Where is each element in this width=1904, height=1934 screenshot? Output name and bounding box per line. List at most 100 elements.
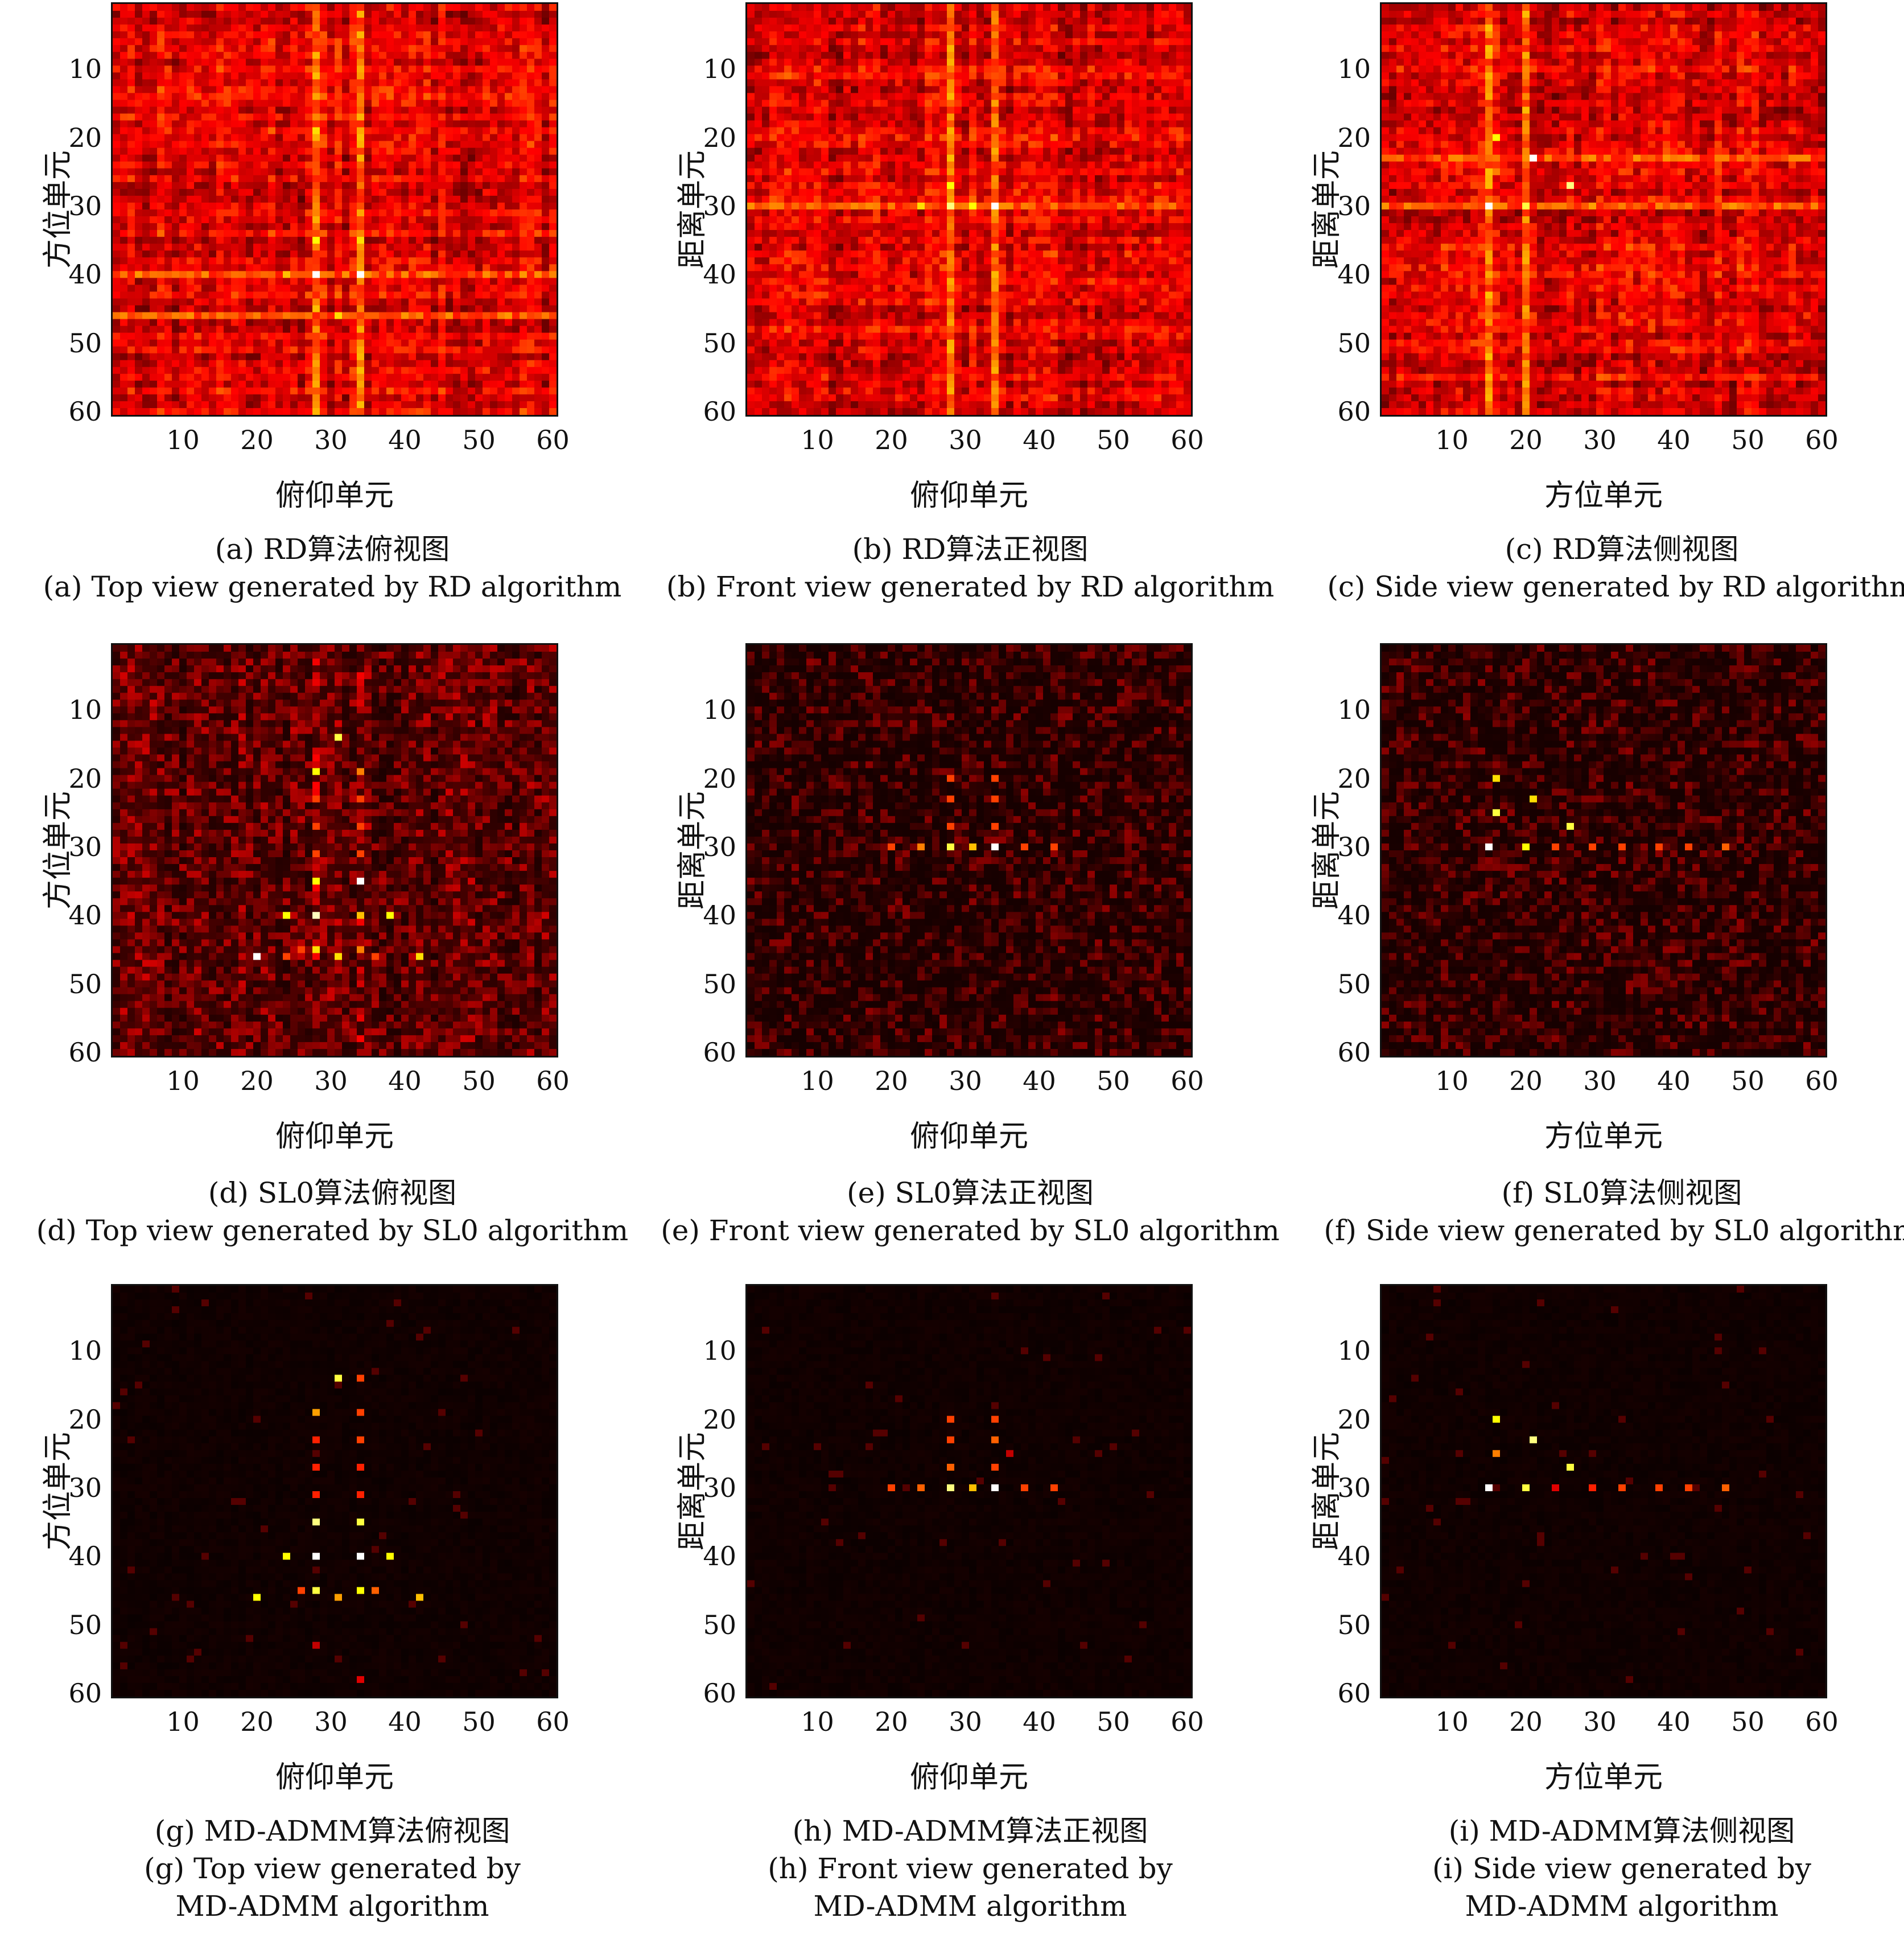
heatmap-peak-e-34-27: [991, 822, 999, 830]
caption-chinese: (d) SL0算法俯视图: [19, 1174, 645, 1212]
heatmap-peak-b-24-30: [917, 202, 925, 210]
caption-chinese: (e) SL0算法正视图: [657, 1174, 1283, 1212]
heatmap-peak-g-24-40: [283, 1553, 291, 1560]
y-tick-label: 60: [1320, 1680, 1371, 1706]
x-tick-label: 30: [937, 427, 994, 453]
y-tick-label: 10: [685, 1338, 736, 1364]
caption-chinese: (a) RD算法俯视图: [19, 530, 645, 568]
y-tick-label: 30: [685, 1475, 736, 1501]
heatmap-svg-b: [747, 4, 1191, 415]
heatmap-peak-h-31-30: [969, 1484, 977, 1492]
heatmap-peak-g-34-19: [357, 1409, 365, 1417]
heatmap-peak-g-34-14: [357, 1375, 365, 1382]
heatmap-peak-e-34-20: [991, 775, 999, 783]
heatmap-peak-h-34-23: [991, 1436, 999, 1444]
heatmap-peak-c-42-30: [1685, 202, 1693, 210]
x-tick-label: 50: [451, 427, 508, 453]
panel-caption-i: (i) MD-ADMM算法侧视图 (i) Side view generated …: [1309, 1812, 1904, 1925]
heatmap-peak-e-20-30: [888, 843, 896, 851]
y-tick-label: 40: [685, 1543, 736, 1569]
heatmap-peak-f-26-27: [1567, 822, 1575, 830]
x-axis-label: 俯仰单元: [745, 1112, 1193, 1155]
heatmap-peak-i-33-30: [1618, 1484, 1626, 1492]
x-tick-label: 10: [1424, 1068, 1481, 1094]
heatmap-peak-d-34-45: [357, 946, 365, 954]
x-tick-label: 30: [303, 1709, 360, 1735]
x-tick-label: 20: [229, 427, 286, 453]
x-axis-label: 方位单元: [1380, 1112, 1827, 1155]
panel-caption-a: (a) RD算法俯视图 (a) Top view generated by RD …: [19, 530, 645, 606]
y-axis-label: 距离单元: [1303, 765, 1344, 936]
heatmap-peak-g-28-45: [312, 1587, 320, 1595]
x-tick-label: 60: [1159, 427, 1216, 453]
heatmap-peak-c-15-30: [1485, 202, 1493, 210]
heatmap-peak-i-21-23: [1530, 1436, 1538, 1444]
y-tick-label: 30: [1320, 1475, 1371, 1501]
heatmap-peak-a-34-19: [357, 127, 365, 135]
heatmap-peak-b-34-20: [991, 134, 999, 142]
heatmap-peak-d-28-27: [312, 822, 320, 830]
y-axis-label: 方位单元: [34, 124, 75, 295]
heatmap-peak-d-31-46: [335, 953, 343, 961]
heatmap-peak-f-15-30: [1485, 843, 1493, 851]
heatmap-peak-f-20-30: [1522, 843, 1530, 851]
caption-chinese: (f) SL0算法侧视图: [1309, 1174, 1904, 1212]
y-tick-label: 10: [685, 697, 736, 723]
heatmap-peak-g-34-23: [357, 1436, 365, 1444]
y-tick-label: 40: [685, 902, 736, 928]
heatmap-peak-c-16-20: [1493, 134, 1501, 142]
x-tick-label: 50: [1085, 427, 1142, 453]
heatmap-svg-e: [747, 645, 1191, 1056]
heatmap-svg-d: [113, 645, 557, 1056]
y-tick-label: 50: [685, 1612, 736, 1638]
heatmap-plot-i: [1380, 1284, 1827, 1698]
heatmap-peak-h-36-25: [1006, 1450, 1014, 1458]
heatmap-peak-d-28-19: [312, 768, 320, 776]
heatmap-peak-f-33-30: [1618, 843, 1626, 851]
heatmap-peak-i-26-27: [1567, 1463, 1575, 1471]
x-tick-label: 60: [1159, 1068, 1216, 1094]
heatmap-peak-g-20-46: [253, 1594, 261, 1602]
heatmap-peak-g-28-19: [312, 1409, 320, 1417]
x-tick-label: 20: [1498, 1709, 1555, 1735]
heatmap-peak-g-34-31: [357, 1491, 365, 1499]
y-axis-label: 距离单元: [668, 1406, 710, 1577]
heatmap-peak-g-31-46: [335, 1594, 343, 1602]
y-axis-label: 距离单元: [668, 124, 710, 295]
y-tick-label: 50: [1320, 1612, 1371, 1638]
heatmap-peak-h-34-27: [991, 1463, 999, 1471]
heatmap-peak-g-31-14: [335, 1375, 343, 1382]
panel-caption-f: (f) SL0算法侧视图 (f) Side view generated by S…: [1309, 1174, 1904, 1249]
heatmap-peak-d-34-58: [357, 1035, 365, 1043]
heatmap-peak-h-38-30: [1021, 1484, 1029, 1492]
heatmap-peak-f-42-30: [1685, 843, 1693, 851]
x-tick-label: 40: [1011, 427, 1068, 453]
x-tick-label: 50: [1085, 1709, 1142, 1735]
heatmap-peak-h-20-30: [888, 1484, 896, 1492]
heatmap-peak-d-42-46: [416, 953, 424, 961]
x-tick-label: 30: [937, 1068, 994, 1094]
x-tick-label: 20: [1498, 1068, 1555, 1094]
heatmap-peak-g-36-45: [372, 1587, 380, 1595]
x-tick-label: 60: [525, 427, 582, 453]
heatmap-peak-c-24-30: [1552, 202, 1560, 210]
x-tick-label: 10: [1424, 1709, 1481, 1735]
heatmap-peak-f-16-20: [1493, 775, 1501, 783]
y-tick-label: 20: [1320, 125, 1371, 151]
heatmap-peak-a-34-14: [357, 93, 365, 101]
y-tick-label: 20: [685, 766, 736, 792]
heatmap-plot-f: [1380, 643, 1827, 1057]
panel-caption-b: (b) RD算法正视图 (b) Front view generated by R…: [657, 530, 1283, 606]
heatmap-peak-c-38-30: [1655, 202, 1663, 210]
heatmap-peak-c-29-30: [1589, 202, 1597, 210]
y-tick-label: 60: [685, 1680, 736, 1706]
x-tick-label: 40: [1011, 1068, 1068, 1094]
heatmap-peak-e-28-27: [947, 822, 955, 830]
x-tick-label: 50: [451, 1709, 508, 1735]
heatmap-peak-h-34-20: [991, 1415, 999, 1423]
y-tick-label: 20: [51, 125, 102, 151]
panel-caption-c: (c) RD算法侧视图 (c) Side view generated by RD…: [1309, 530, 1904, 606]
heatmap-peak-a-38-40: [386, 271, 394, 278]
heatmap-peak-h-28-27: [947, 1463, 955, 1471]
x-tick-label: 50: [1085, 1068, 1142, 1094]
